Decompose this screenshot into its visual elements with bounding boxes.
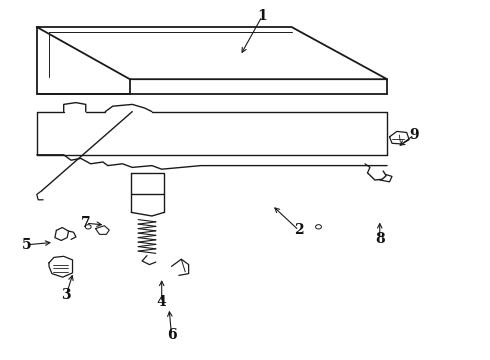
Text: 4: 4	[157, 296, 167, 309]
Text: 5: 5	[22, 238, 32, 252]
Text: 7: 7	[81, 216, 91, 230]
Text: 2: 2	[294, 224, 304, 237]
Text: 9: 9	[409, 128, 419, 142]
Text: 6: 6	[167, 328, 176, 342]
Text: 8: 8	[375, 233, 385, 246]
Text: 1: 1	[257, 9, 267, 23]
Text: 3: 3	[61, 288, 71, 302]
